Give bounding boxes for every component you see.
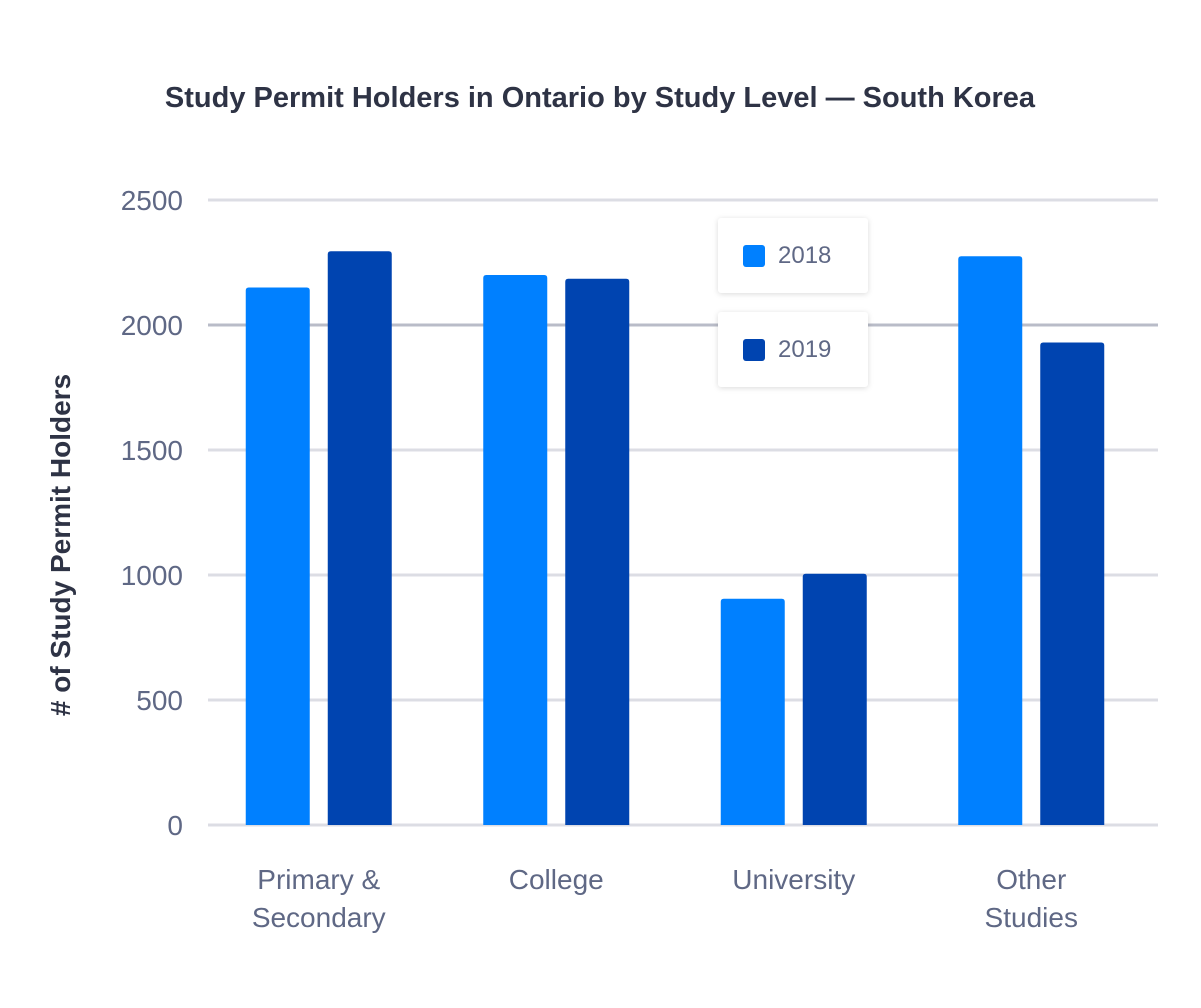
bar-2019-2[interactable] [802, 573, 867, 825]
y-tick-label: 0 [167, 810, 183, 841]
bar-2018-3[interactable] [958, 256, 1023, 825]
legend-swatch [743, 338, 765, 361]
legend-item-2018[interactable]: 2018 [718, 218, 868, 293]
y-tick-label: 1000 [121, 560, 183, 591]
x-tick-label: College [509, 864, 604, 895]
x-tick-label: Primary & [257, 864, 380, 895]
y-tick-label: 500 [136, 685, 183, 716]
bar-2018-1[interactable] [483, 275, 548, 825]
y-axis-label: # of Study Permit Holders [45, 374, 76, 716]
legend-item-2019[interactable]: 2019 [718, 312, 868, 387]
legend-label: 2018 [778, 241, 832, 269]
chart-title: Study Permit Holders in Ontario by Study… [165, 82, 1036, 114]
legend-swatch [743, 244, 765, 267]
bar-2019-0[interactable] [327, 251, 392, 825]
legend-label: 2019 [778, 335, 832, 363]
x-tick-label: Secondary [252, 902, 386, 933]
y-tick-label: 2000 [121, 310, 183, 341]
y-tick-label: 1500 [121, 435, 183, 466]
bar-2019-1[interactable] [565, 278, 630, 825]
y-tick-label: 2500 [121, 185, 183, 216]
bar-2018-2[interactable] [720, 598, 785, 825]
bar-2018-0[interactable] [245, 287, 310, 826]
x-tick-label: University [732, 864, 855, 895]
x-tick-label: Other [996, 864, 1066, 895]
bar-2019-3[interactable] [1040, 342, 1105, 826]
x-tick-label: Studies [985, 902, 1078, 933]
